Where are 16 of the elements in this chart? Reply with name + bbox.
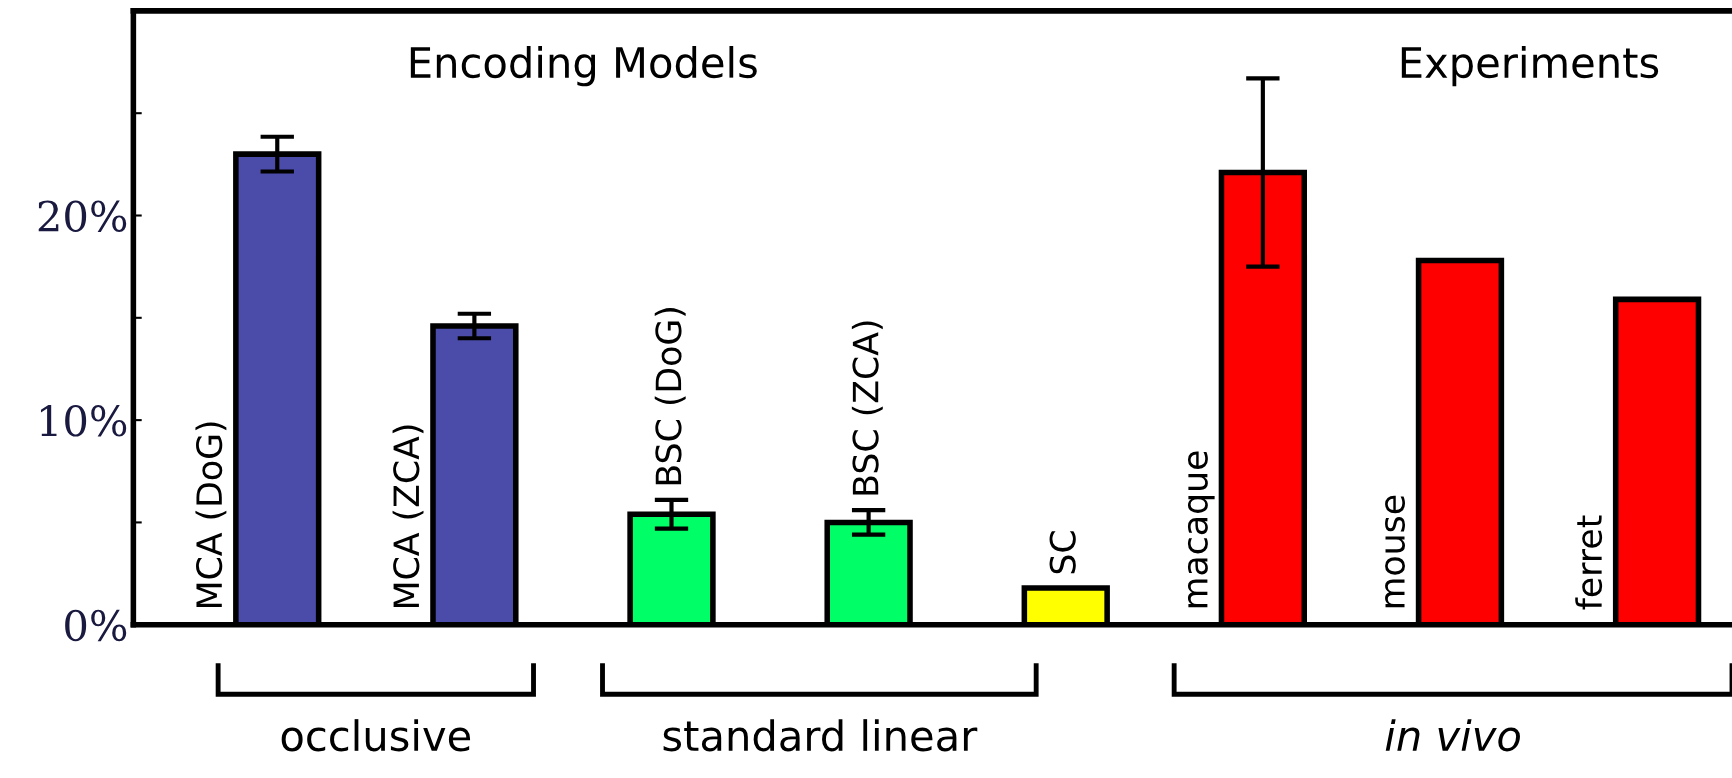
x-tick-label: MCA (ZCA) <box>392 425 424 607</box>
y-tick-label: 0% <box>65 609 127 642</box>
text: standard linear <box>663 719 978 752</box>
x-tick-label: SC <box>1049 531 1076 574</box>
annotation: Encoding Models <box>410 45 757 87</box>
annotation: Experiments <box>1401 45 1659 87</box>
x-tick-label: macaque <box>1187 451 1215 608</box>
x-tick-label: BSC (ZCA) <box>851 321 883 495</box>
x-tick-label: ferret <box>1575 515 1603 610</box>
x-tick-label: BSC (DoG) <box>654 308 686 485</box>
text: in vivo <box>1385 719 1520 752</box>
y-tick-label: 10% <box>40 405 127 437</box>
x-tick-label: MCA (DoG) <box>195 422 227 607</box>
x-tick-label: mouse <box>1385 495 1405 608</box>
text: occlusive <box>281 719 471 752</box>
y-tick-label: 20% <box>38 200 127 232</box>
